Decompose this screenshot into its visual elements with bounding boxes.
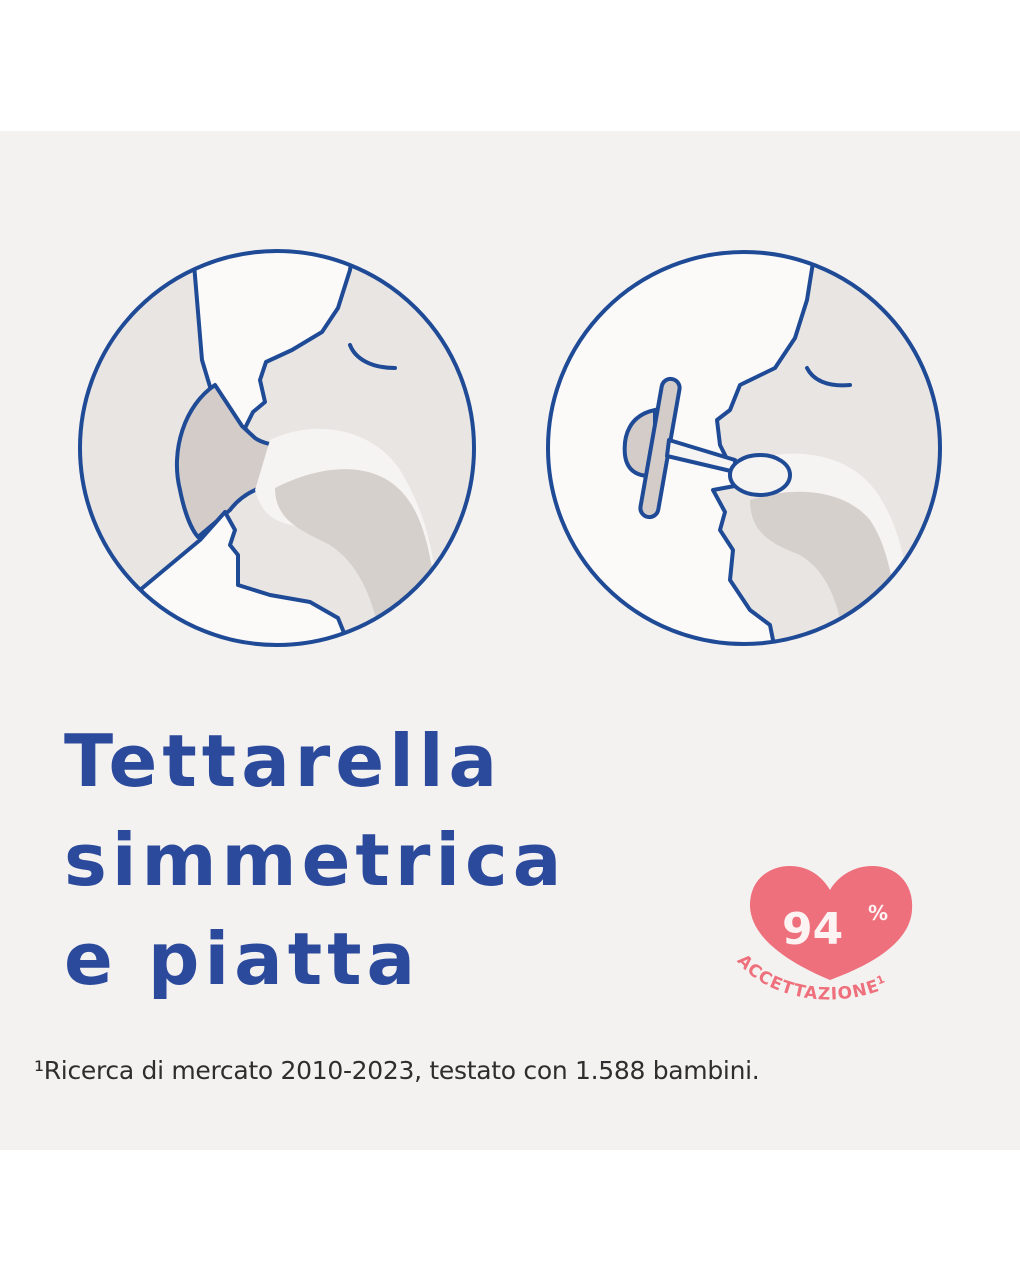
pacifier-illustration — [546, 250, 942, 646]
heart-icon — [749, 866, 913, 980]
breastfeeding-illustration — [78, 249, 476, 647]
headline-line-2: simmetrica — [64, 818, 567, 902]
headline-line-1: Tettarella — [64, 719, 503, 803]
headline: Tettarella simmetrica e piatta — [64, 712, 566, 1009]
footnote: ¹Ricerca di mercato 2010-2023, testato c… — [34, 1056, 760, 1085]
badge-value: 94 — [782, 904, 843, 955]
badge-footnote-mark: 1 — [875, 972, 888, 987]
acceptance-badge: 94 % ACCETTAZIONE1 — [733, 866, 913, 1005]
badge-unit: % — [868, 901, 888, 925]
headline-line-3: e piatta — [64, 917, 421, 1001]
